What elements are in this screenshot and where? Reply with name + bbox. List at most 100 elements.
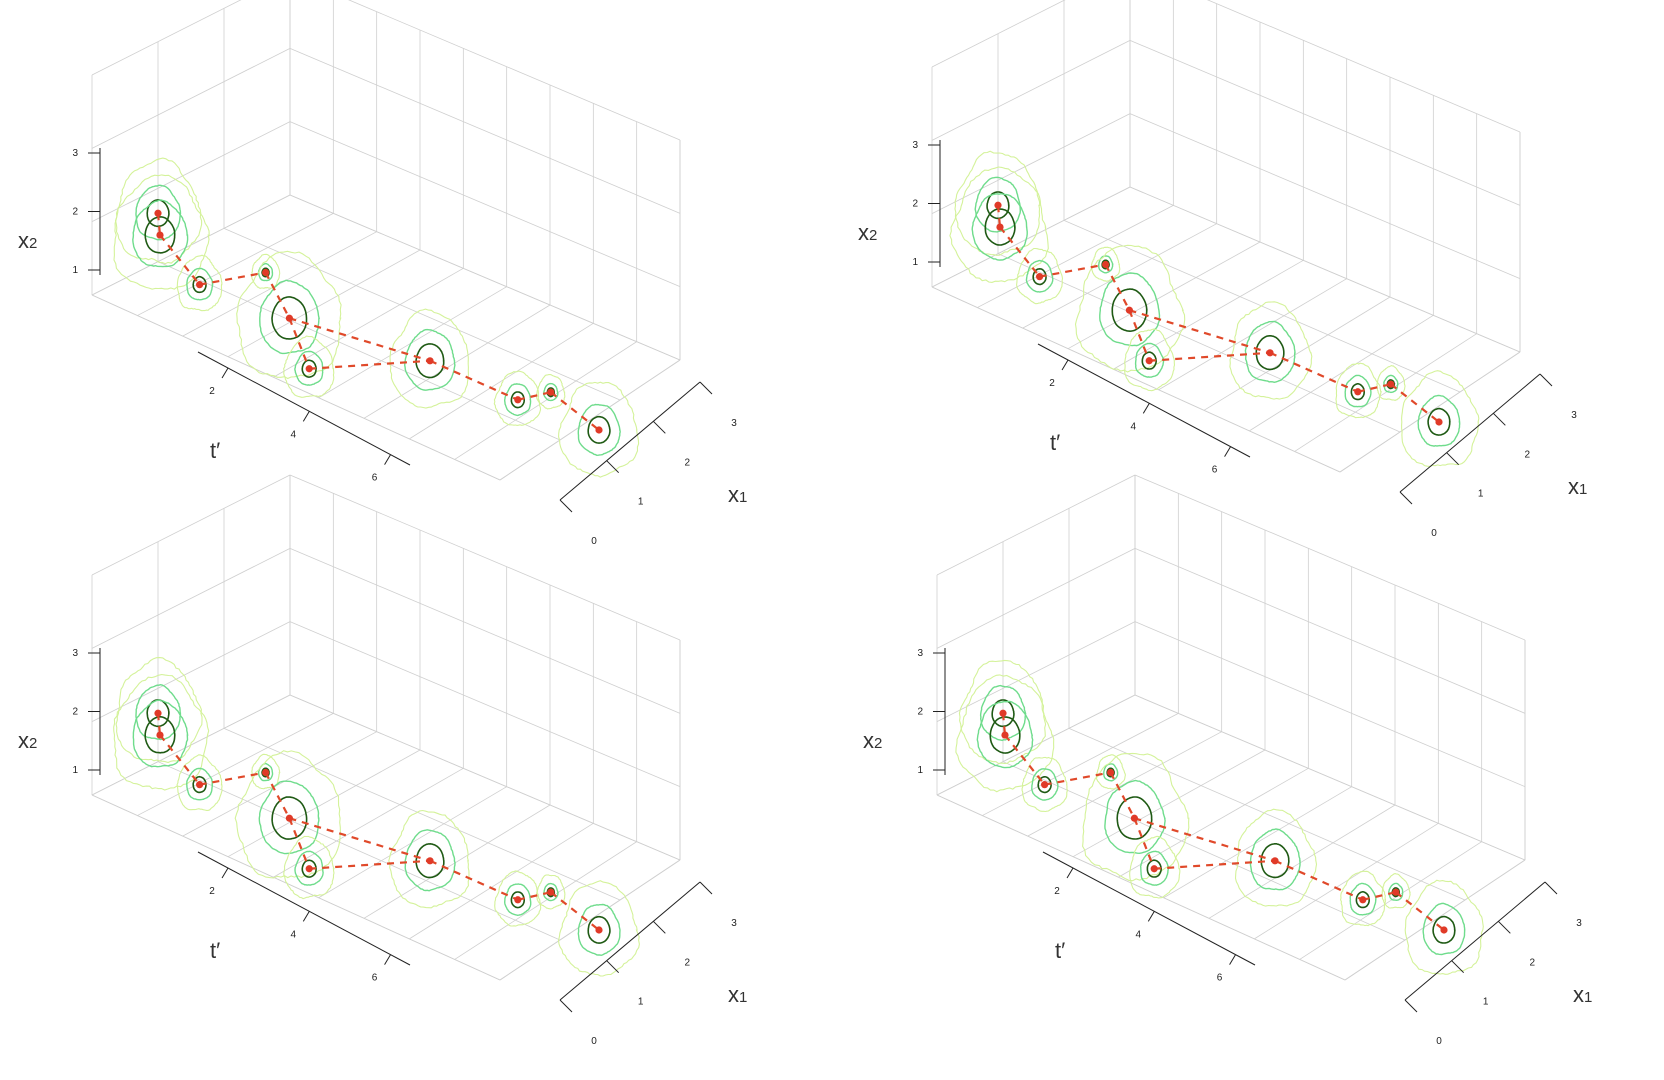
mean-point xyxy=(595,926,603,934)
grid-line xyxy=(1002,761,1406,941)
grid-line xyxy=(1339,351,1521,473)
trajectory-segment xyxy=(199,271,266,286)
x2-tick-label: 3 xyxy=(72,148,78,159)
x1-tick-mark xyxy=(699,381,713,395)
mean-point xyxy=(999,709,1007,717)
t-axis-title: t′ xyxy=(1055,938,1065,963)
x1-label-main: x xyxy=(728,982,739,1007)
grid-line xyxy=(499,859,681,981)
x1-axis-line xyxy=(559,381,701,501)
t-axis xyxy=(197,351,411,466)
contour-mid xyxy=(1102,763,1119,782)
x1-tick-mark xyxy=(1539,373,1553,387)
trajectory-segment xyxy=(1104,263,1131,311)
contour-mid xyxy=(1244,320,1296,384)
trajectory-segment xyxy=(1044,771,1111,786)
contours xyxy=(113,657,640,977)
x1-tick-label: 3 xyxy=(731,418,737,429)
contour-outer xyxy=(1082,752,1190,882)
mean-point xyxy=(1125,306,1133,314)
t-tick-label: 4 xyxy=(291,929,297,940)
contour-outer xyxy=(236,250,342,380)
contour-mid xyxy=(259,279,320,355)
x2-axis xyxy=(928,140,941,267)
contour-mid xyxy=(1422,902,1466,956)
contour-mid xyxy=(1031,768,1059,801)
x1-tick-label: 0 xyxy=(1436,1036,1442,1047)
x1-tick-mark xyxy=(1544,881,1558,895)
mean-point xyxy=(1150,865,1158,873)
trajectory-segment xyxy=(1128,309,1151,362)
x2-tick-label: 1 xyxy=(912,257,918,268)
trajectories xyxy=(996,205,1440,423)
trajectory-segment xyxy=(289,817,431,862)
t-tick-label: 6 xyxy=(372,473,378,484)
contour-mid xyxy=(979,684,1027,742)
mean-point xyxy=(426,357,434,365)
trajectory-segment xyxy=(1109,771,1136,819)
x2-tick-label: 1 xyxy=(917,765,923,776)
trajectory-segment xyxy=(289,317,431,362)
trajectory-segment xyxy=(999,226,1041,278)
mean-point xyxy=(1271,857,1279,865)
trajectory-segment xyxy=(1390,383,1440,423)
mean-point xyxy=(1392,888,1400,896)
mean-point xyxy=(996,223,1004,231)
t-tick-label: 2 xyxy=(1049,378,1055,389)
x1-axis-title: x1 xyxy=(728,482,747,507)
x2-tick-label: 3 xyxy=(912,140,918,151)
grid-line xyxy=(1254,822,1439,940)
t-tick-label: 2 xyxy=(209,886,215,897)
grid-line xyxy=(91,121,291,223)
contour-outer xyxy=(389,308,469,409)
t-tick-mark xyxy=(384,954,391,965)
contour-outer xyxy=(176,254,223,312)
t-axis-title: t′ xyxy=(1050,430,1060,455)
trajectory-segment xyxy=(517,891,552,901)
contour-mid xyxy=(976,700,1034,769)
grid-line xyxy=(931,0,1066,68)
contour-outer xyxy=(113,174,210,290)
contours xyxy=(113,157,640,478)
contour-mid xyxy=(543,882,559,902)
x1-axis-line xyxy=(559,881,701,1001)
x2-label-main: x xyxy=(18,728,29,753)
mean-points xyxy=(999,709,1448,934)
grid-line xyxy=(454,841,637,960)
grid-line xyxy=(931,286,1341,473)
x1-label-subscript: 1 xyxy=(1579,481,1587,498)
mean-point xyxy=(1036,273,1044,281)
grid-line xyxy=(227,749,421,858)
x1-tick-mark xyxy=(652,420,666,434)
contour-inner xyxy=(1350,383,1365,401)
grid-line xyxy=(1294,333,1477,452)
x2-tick-label: 2 xyxy=(912,199,918,210)
contour-outer xyxy=(1340,870,1387,927)
contour-inner xyxy=(1432,915,1456,944)
contour-outer xyxy=(388,809,470,909)
grid-line xyxy=(936,621,1136,723)
contours xyxy=(955,659,1484,975)
x2-axis-title: x2 xyxy=(18,728,37,753)
mean-point xyxy=(154,709,162,717)
x1-tick-mark xyxy=(559,999,573,1013)
trajectory-segment xyxy=(1274,859,1364,901)
t-tick-label: 6 xyxy=(1217,973,1223,984)
contour-mid xyxy=(1025,259,1054,293)
t-tick-mark xyxy=(1142,403,1150,414)
x1-axis xyxy=(559,381,713,513)
contour-mid xyxy=(135,184,182,241)
grid-line xyxy=(91,0,242,76)
grid-line xyxy=(223,227,621,401)
mean-point xyxy=(196,281,204,289)
grid-line xyxy=(157,761,561,941)
trajectory-segment xyxy=(429,359,519,401)
t-axis-line xyxy=(197,851,411,966)
x1-label-subscript: 1 xyxy=(739,489,747,506)
contour-inner xyxy=(1355,891,1370,909)
grid-line xyxy=(91,294,501,481)
contour-inner xyxy=(587,915,611,944)
mean-point xyxy=(1359,896,1367,904)
contour-mid xyxy=(971,192,1028,261)
